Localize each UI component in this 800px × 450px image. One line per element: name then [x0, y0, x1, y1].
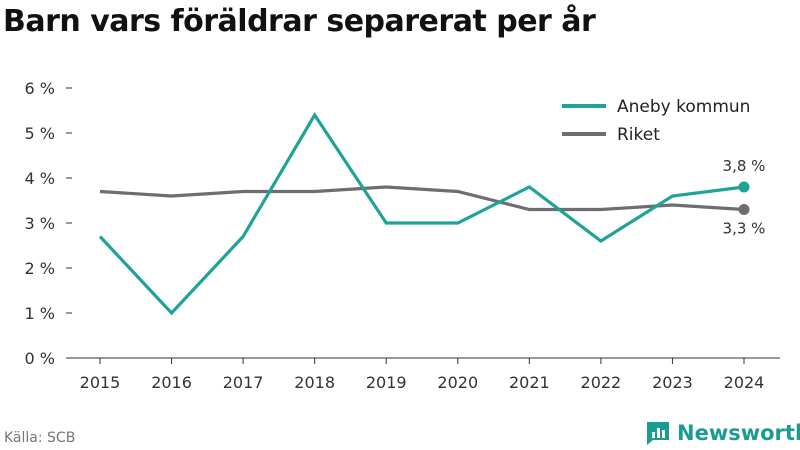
- series-end-point: [738, 181, 750, 193]
- y-tick-label: 0 %: [25, 349, 55, 368]
- brand-name: Newsworthy: [677, 421, 800, 445]
- x-tick-label: 2019: [366, 373, 407, 392]
- source-note: Källa: SCB: [4, 430, 76, 446]
- y-axis: 0 % 1 % 2 % 3 % 4 % 5 % 6 %: [25, 79, 72, 368]
- legend-label: Aneby kommun: [617, 97, 750, 117]
- x-axis: 2015 2016 2017 2018 2019 2020 2021 2022 2023 2024: [66, 357, 780, 392]
- series-line-aneby: [98, 111, 745, 316]
- x-tick-label: 2024: [724, 373, 765, 392]
- y-tick-label: 1 %: [25, 304, 55, 323]
- x-tick-label: 2022: [581, 373, 622, 392]
- x-tick-label: 2018: [294, 373, 335, 392]
- x-tick-label: 2021: [509, 373, 550, 392]
- series-layer: 3,8 % 3,3 %: [98, 111, 766, 316]
- y-tick-label: 2 %: [25, 259, 55, 278]
- chart-title: Barn vars föräldrar separerat per år: [3, 4, 596, 39]
- series-end-point: [738, 204, 750, 215]
- y-tick-label: 4 %: [25, 169, 55, 188]
- y-tick-label: 6 %: [25, 79, 55, 98]
- brand-logo: Newsworthy: [645, 420, 800, 446]
- series-line-riket: [99, 185, 745, 212]
- x-tick-label: 2017: [223, 373, 264, 392]
- x-tick-label: 2023: [652, 373, 693, 392]
- y-tick-label: 5 %: [25, 124, 55, 143]
- x-tick-label: 2015: [80, 373, 121, 392]
- legend: Aneby kommun Riket: [562, 97, 750, 145]
- newsworthy-logo-icon: [647, 422, 669, 445]
- end-label-aneby: 3,8 %: [723, 157, 766, 175]
- legend-label: Riket: [617, 125, 660, 145]
- x-tick-label: 2016: [151, 373, 192, 392]
- x-tick-label: 2020: [437, 373, 478, 392]
- end-label-riket: 3,3 %: [723, 220, 766, 238]
- y-tick-label: 3 %: [25, 214, 55, 233]
